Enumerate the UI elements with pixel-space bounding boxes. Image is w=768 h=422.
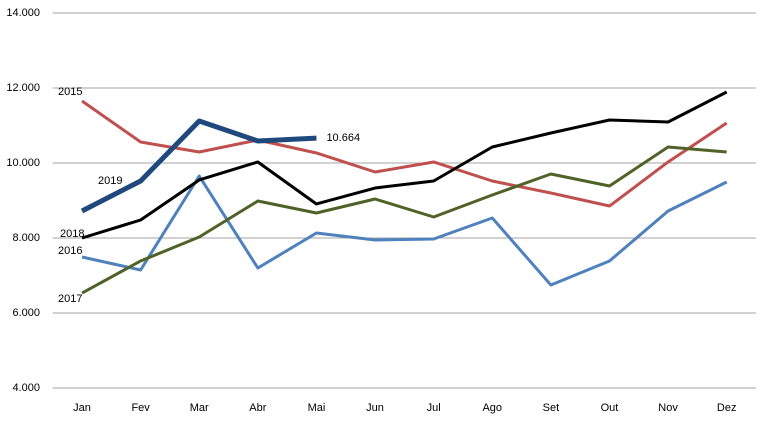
y-tick-label: 4.000 xyxy=(12,382,40,394)
series-label: 2015 xyxy=(58,86,82,98)
series-line xyxy=(81,174,728,287)
x-tick-label: Nov xyxy=(658,402,678,414)
x-tick-label: Out xyxy=(601,402,619,414)
x-tick-label: Jul xyxy=(427,402,441,414)
series-label: 2019 xyxy=(98,175,122,187)
series-line xyxy=(80,118,317,214)
x-tick-label: Abr xyxy=(249,402,266,414)
series-line xyxy=(81,90,728,240)
series-line xyxy=(81,99,728,208)
value-label: 10.664 xyxy=(326,132,360,144)
x-tick-label: Mar xyxy=(190,402,209,414)
series-label: 2017 xyxy=(58,293,82,305)
y-tick-label: 6.000 xyxy=(12,307,40,319)
series-label: 2018 xyxy=(60,228,84,240)
x-tick-label: Ago xyxy=(482,402,502,414)
y-tick-label: 14.000 xyxy=(6,7,40,19)
y-tick-label: 12.000 xyxy=(6,82,40,94)
x-tick-label: Fev xyxy=(131,402,150,414)
x-tick-label: Jun xyxy=(366,402,384,414)
series-line xyxy=(81,145,727,295)
x-tick-label: Jan xyxy=(73,402,91,414)
y-tick-label: 10.000 xyxy=(6,157,40,169)
x-tick-label: Set xyxy=(543,402,560,414)
series-label: 2016 xyxy=(58,245,82,257)
x-tick-label: Mai xyxy=(308,402,326,414)
y-tick-label: 8.000 xyxy=(12,232,40,244)
x-tick-label: Dez xyxy=(717,402,737,414)
